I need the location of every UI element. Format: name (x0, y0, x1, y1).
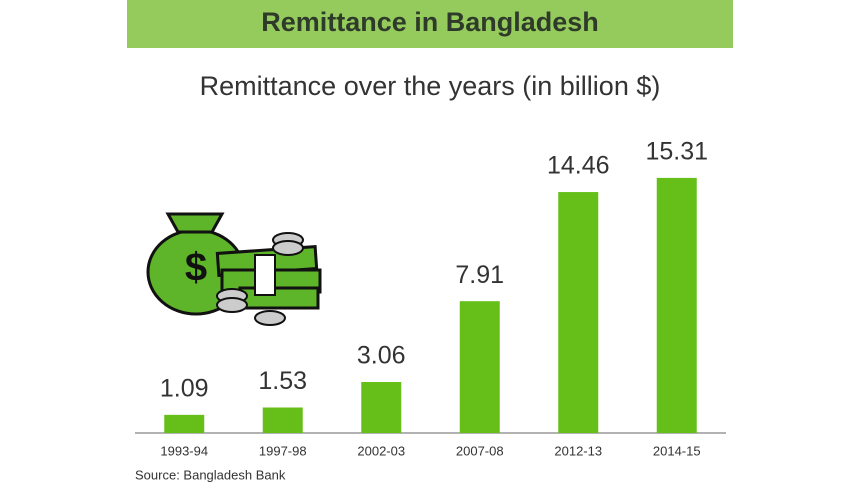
x-tick-label: 2002-03 (357, 443, 405, 458)
chart-title: Remittance over the years (in billion $) (200, 71, 661, 101)
x-tick-label: 2014-15 (653, 443, 701, 458)
value-label: 7.91 (455, 261, 504, 289)
value-label: 15.31 (645, 138, 708, 166)
x-tick-label: 2007-08 (456, 443, 504, 458)
bar (656, 177, 697, 433)
value-label: 14.46 (547, 152, 610, 180)
header-band (127, 0, 733, 48)
bar (361, 382, 402, 433)
bar (558, 192, 599, 433)
bar (164, 414, 205, 433)
bar (459, 301, 500, 433)
bar (262, 407, 303, 433)
value-label: 3.06 (357, 342, 406, 370)
x-tick-label: 2012-13 (554, 443, 602, 458)
money-icon: $ (146, 212, 322, 326)
value-label: 1.09 (160, 374, 209, 402)
header-title: Remittance in Bangladesh (261, 7, 599, 37)
source-note: Source: Bangladesh Bank (135, 467, 286, 482)
x-tick-label: 1993-94 (160, 443, 208, 458)
value-label: 1.53 (258, 367, 307, 395)
svg-text:$: $ (185, 246, 207, 290)
x-tick-label: 1997-98 (259, 443, 307, 458)
